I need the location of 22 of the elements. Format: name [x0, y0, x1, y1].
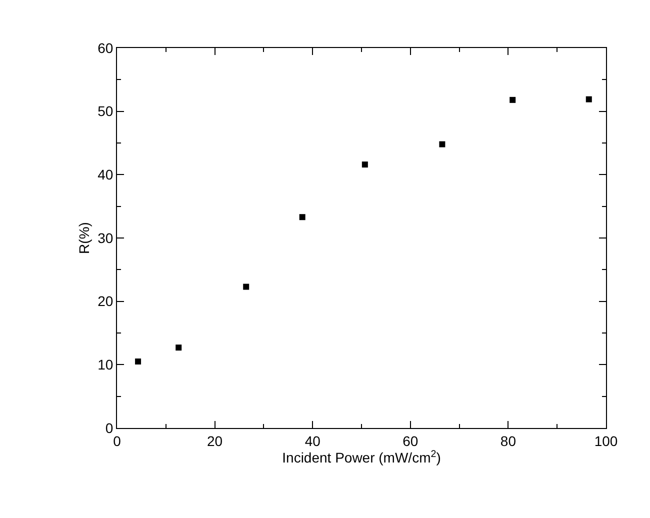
point	[439, 141, 446, 148]
x-tick-label: 60	[402, 432, 418, 449]
y-tick-label: 50	[98, 103, 114, 120]
y-tick-label: 30	[98, 230, 114, 246]
x-tick-label: 20	[207, 432, 223, 449]
y-tick-label: 0	[105, 420, 114, 436]
y-tick-label: 40	[98, 166, 114, 183]
point	[135, 358, 142, 364]
point	[243, 284, 250, 290]
y-tick-label: 10	[98, 356, 114, 373]
y-tick-label: 20	[98, 293, 114, 310]
x-tick-label: 100	[594, 432, 618, 449]
x-tick-label: 80	[500, 432, 516, 449]
x-axis-title: Incident Power (mW/cm$^{2}$)	[282, 448, 441, 466]
point	[586, 96, 592, 102]
y-tick-label: 60	[98, 40, 114, 56]
point	[299, 214, 306, 220]
point	[510, 96, 516, 103]
point	[176, 344, 182, 351]
x-tick-label: 40	[304, 432, 321, 449]
point	[362, 162, 368, 168]
y-axis-title: R(%)	[76, 222, 92, 254]
